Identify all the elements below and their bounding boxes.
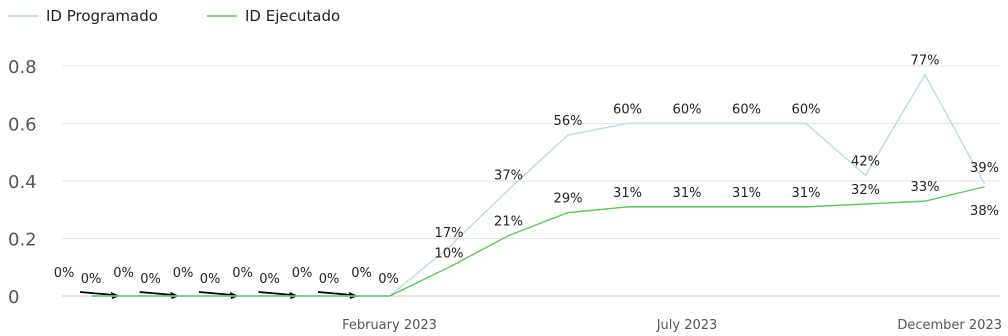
data-label-ejecutado: 0% (351, 266, 372, 281)
data-label-ejecutado: 0% (173, 266, 194, 281)
legend-item-programado[interactable]: ID Programado (8, 7, 158, 25)
data-label-ejecutado: 33% (911, 180, 940, 195)
zero-arrow-shaft (198, 291, 234, 296)
data-label-ejecutado: 31% (613, 186, 642, 201)
data-label-ejecutado: 0% (232, 266, 253, 281)
y-axis: 0 0.2 0.4 0.6 0.8 (8, 57, 37, 308)
data-label-ejecutado: 38% (970, 204, 999, 219)
legend-label-ejecutado: ID Ejecutado (245, 7, 340, 25)
data-label-programado: 39% (970, 161, 999, 176)
data-label-ejecutado: 31% (792, 186, 821, 201)
data-label-ejecutado: 32% (851, 183, 880, 198)
data-label-programado: 42% (851, 154, 880, 169)
y-tick-label: 0.2 (8, 230, 37, 251)
data-label-programado: 0% (319, 272, 340, 287)
zero-arrow-shaft (139, 291, 174, 296)
data-label-ejecutado: 29% (554, 192, 583, 207)
data-label-ejecutado: 21% (494, 215, 523, 230)
y-tick-label: 0.4 (8, 172, 37, 193)
x-axis: February 2023 July 2023 December 2023 (342, 318, 1002, 333)
legend-item-ejecutado[interactable]: ID Ejecutado (207, 7, 340, 25)
series-lines (92, 73, 986, 297)
data-label-programado: 17% (435, 226, 464, 241)
data-label-programado: 60% (613, 103, 642, 118)
data-label-programado: 0% (81, 272, 102, 287)
data-label-ejecutado: 0% (292, 266, 313, 281)
data-label-ejecutado: 31% (732, 186, 761, 201)
data-label-ejecutado: 0% (113, 266, 134, 281)
x-tick-label: February 2023 (342, 318, 437, 333)
y-tick-label: 0 (8, 287, 19, 308)
zero-arrow-shaft (317, 291, 353, 296)
legend: ID Programado ID Ejecutado (8, 7, 340, 25)
data-label-programado: 77% (911, 54, 940, 69)
data-label-ejecutado: 10% (435, 246, 464, 261)
data-label-programado: 60% (732, 103, 761, 118)
zero-arrow-shaft (258, 291, 293, 296)
x-tick-label: July 2023 (656, 318, 718, 333)
data-label-programado: 0% (200, 272, 221, 287)
gridlines (62, 65, 1000, 297)
data-label-programado: 60% (673, 103, 702, 118)
data-label-programado: 60% (792, 103, 821, 118)
y-tick-label: 0.6 (8, 115, 37, 136)
data-label-programado: 56% (554, 114, 583, 129)
series-line-ejecutado (92, 186, 985, 297)
data-label-programado: 0% (378, 272, 399, 287)
data-labels: 0% 0% 0% 0% 0% 0% 0% 0% 0% 0% 0% 0% 17% 10% 37% 21% 56% 2… (54, 54, 999, 287)
x-tick-label: December 2023 (897, 318, 1002, 333)
legend-label-programado: ID Programado (46, 7, 158, 25)
data-label-ejecutado: 31% (673, 186, 702, 201)
y-tick-label: 0.8 (8, 57, 37, 78)
zero-arrow-shaft (79, 291, 115, 296)
data-label-programado: 0% (259, 272, 280, 287)
data-label-programado: 0% (140, 272, 161, 287)
data-label-ejecutado: 0% (54, 266, 75, 281)
data-label-programado: 37% (494, 169, 523, 184)
